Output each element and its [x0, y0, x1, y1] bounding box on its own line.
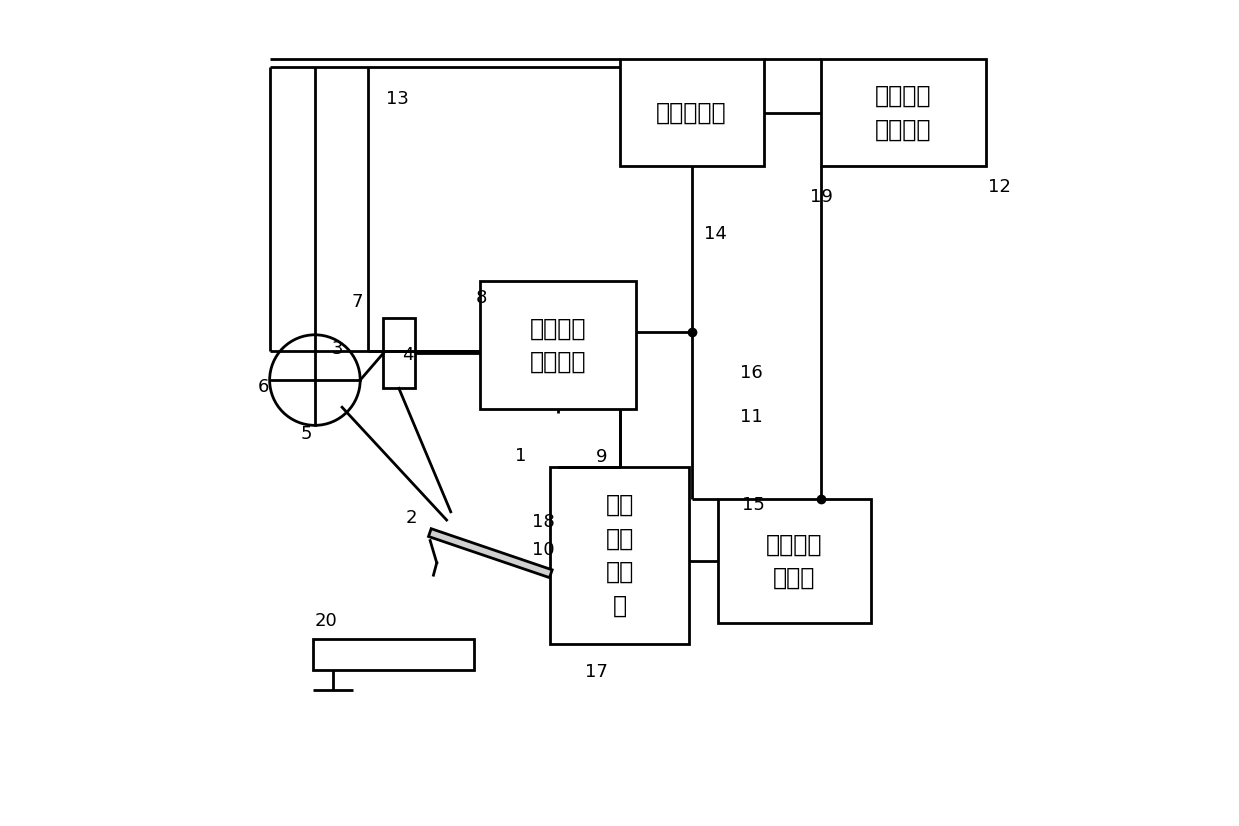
Text: 4: 4: [403, 346, 414, 364]
Text: 9: 9: [596, 448, 607, 466]
Text: 19: 19: [810, 188, 833, 206]
Text: 2: 2: [405, 509, 418, 526]
Bar: [719, 500, 871, 623]
Text: 5: 5: [301, 425, 312, 443]
Text: 1: 1: [515, 447, 527, 465]
Bar: [821, 59, 986, 166]
Text: 10: 10: [533, 542, 555, 559]
Text: 12: 12: [989, 178, 1011, 196]
Text: 3: 3: [331, 339, 343, 358]
Text: 8: 8: [476, 289, 487, 306]
Text: 18: 18: [532, 513, 554, 530]
Text: 11: 11: [740, 408, 762, 426]
Text: 扭转压电
控制器: 扭转压电 控制器: [766, 533, 823, 590]
Text: 纵向
压电
驱动
器: 纵向 压电 驱动 器: [606, 493, 633, 617]
Text: 峰值力轻
敲控制器: 峰值力轻 敲控制器: [529, 316, 586, 374]
Bar: [620, 59, 763, 166]
Bar: [550, 467, 689, 643]
Polygon shape: [429, 529, 553, 577]
Bar: [383, 318, 415, 388]
Text: 锁相放大器: 锁相放大器: [657, 101, 727, 125]
Text: 信号同步
获取模块: 信号同步 获取模块: [875, 83, 932, 141]
Bar: [313, 638, 473, 670]
Text: 16: 16: [740, 364, 762, 382]
Bar: [479, 282, 636, 409]
Text: 13: 13: [385, 89, 409, 107]
Text: 15: 15: [742, 496, 766, 515]
Text: 7: 7: [352, 293, 363, 311]
Text: 20: 20: [315, 612, 337, 630]
Text: 6: 6: [258, 377, 270, 396]
Text: 17: 17: [585, 663, 608, 681]
Text: 14: 14: [705, 225, 727, 243]
